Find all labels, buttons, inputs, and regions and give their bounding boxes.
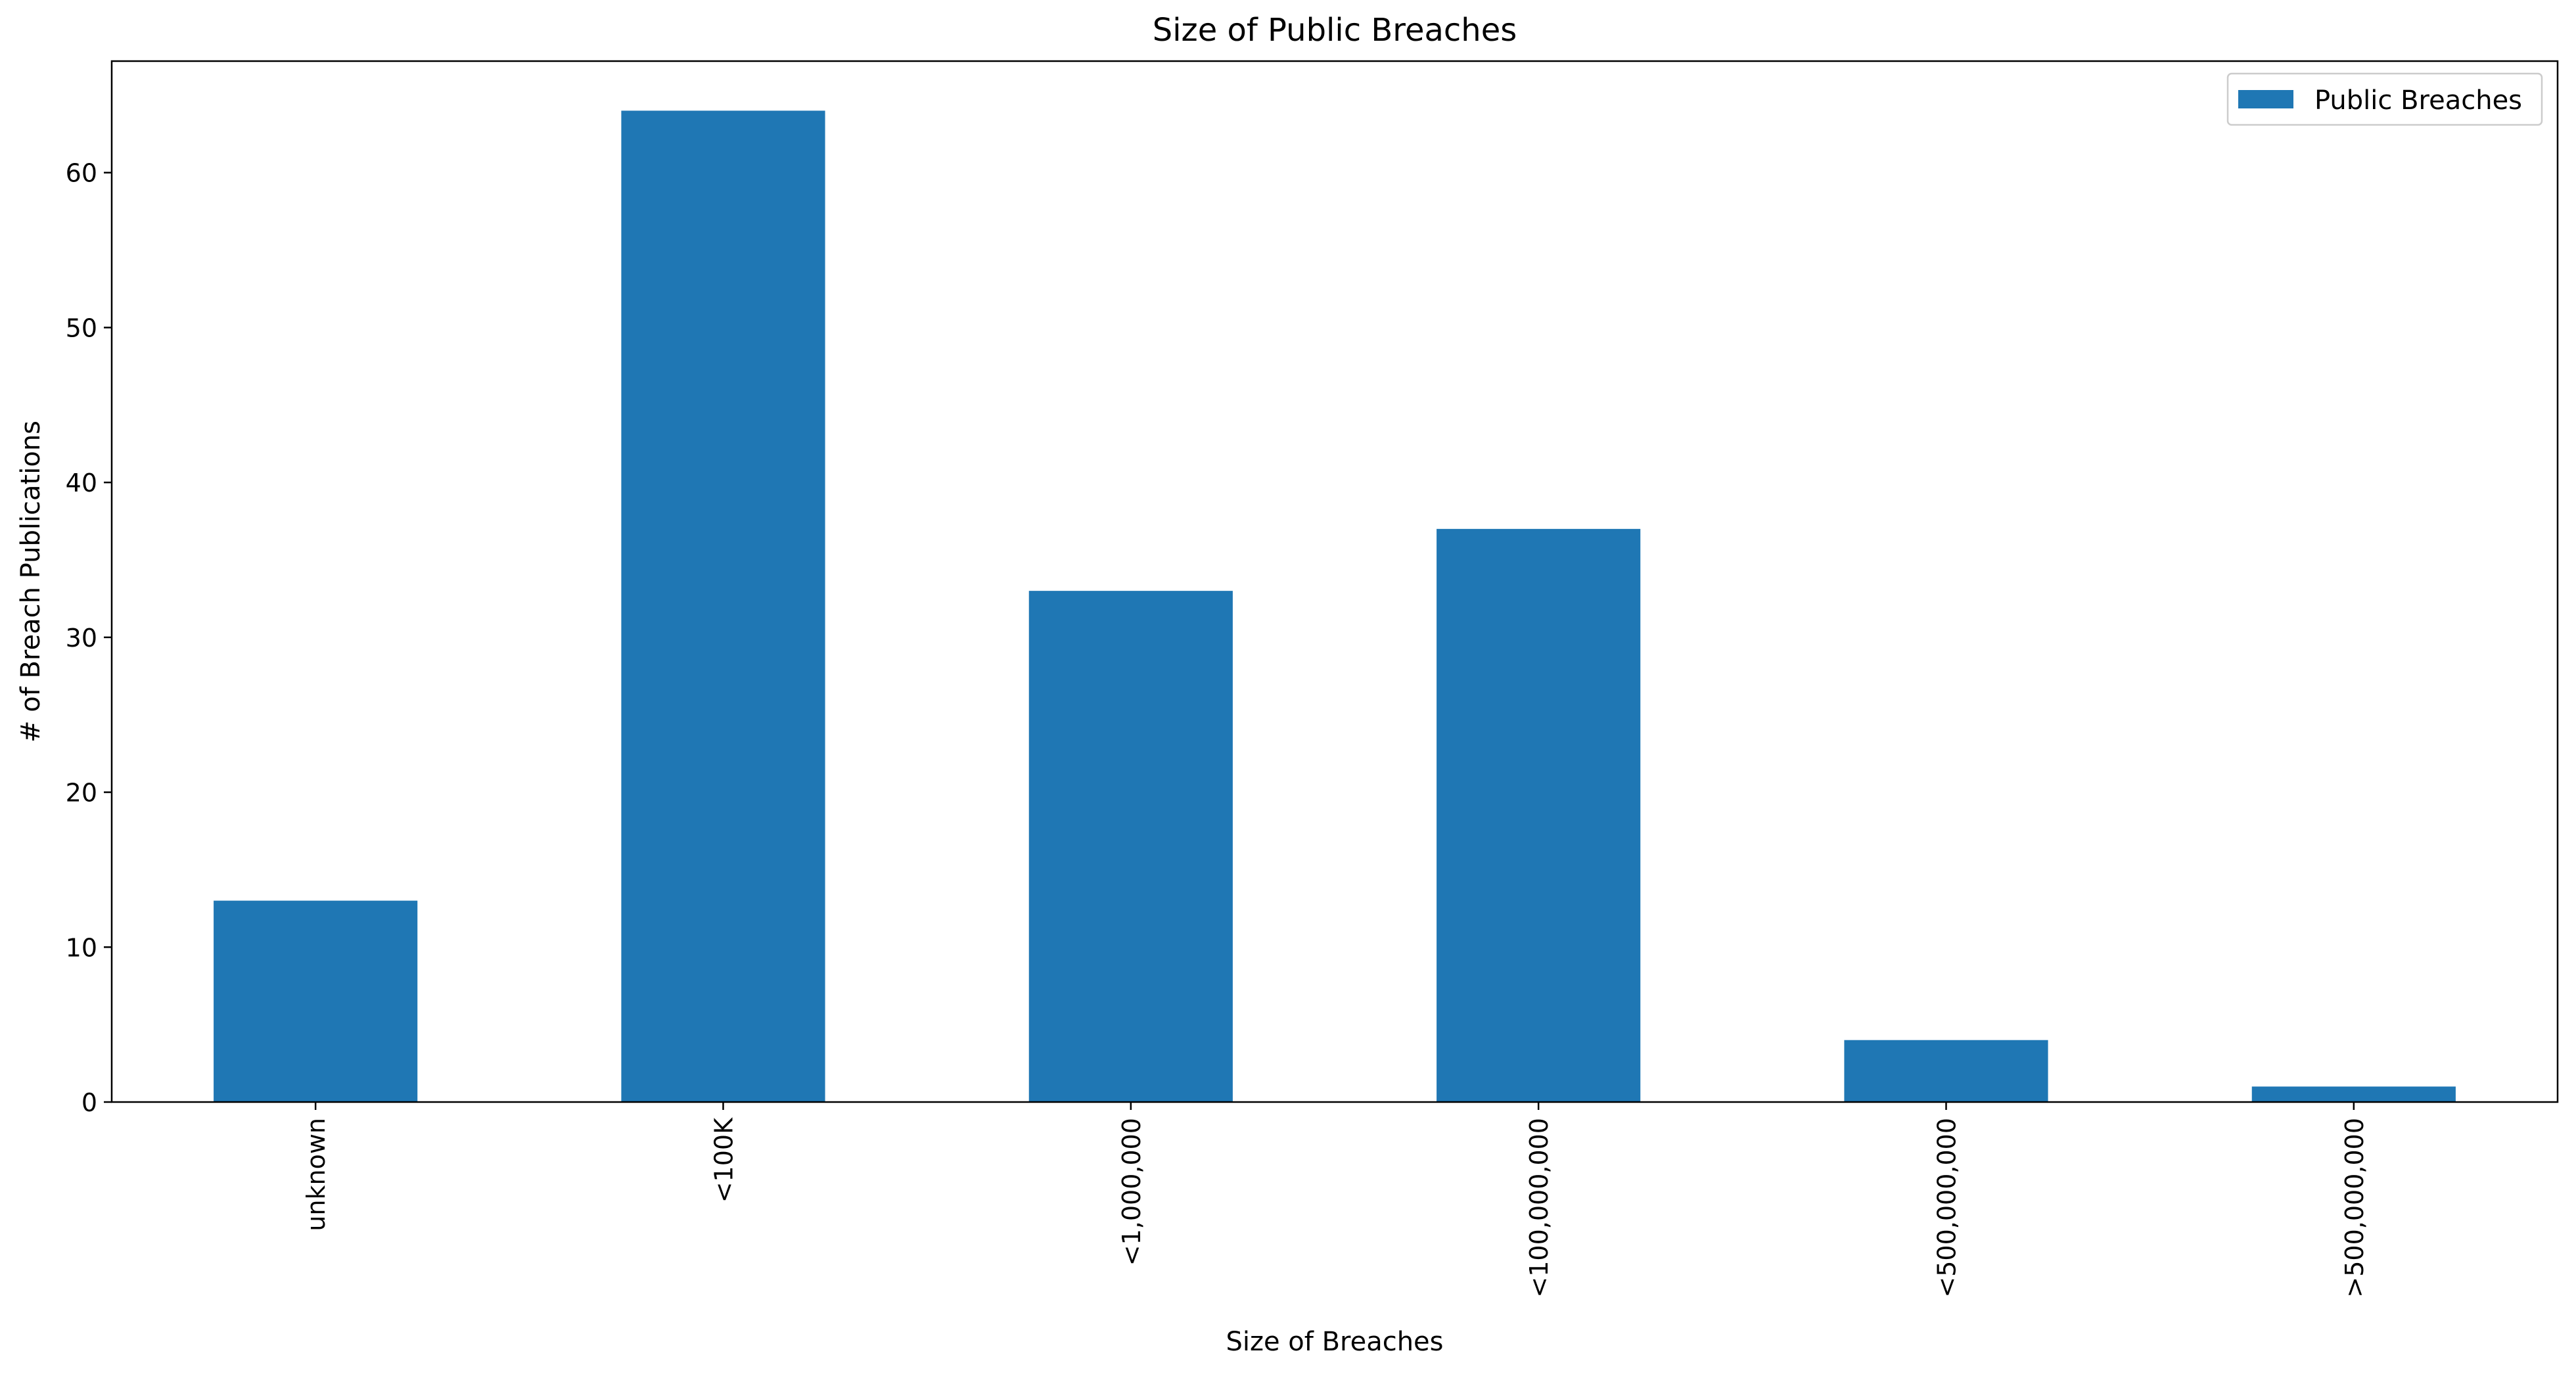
x-axis-label: Size of Breaches [1226,1327,1443,1357]
x-tick-label: unknown [302,1118,331,1231]
bar [1437,528,1641,1102]
y-tick-label: 0 [81,1088,97,1117]
y-axis: 0 10 20 30 40 50 60 [66,159,112,1117]
x-axis: unknown <100K <1,000,000 <100,000,000 <500,0… [302,1102,2369,1298]
bar [1028,591,1233,1102]
legend: Public Breaches [2226,72,2543,126]
y-tick-label: 50 [66,313,97,342]
x-tick-label: >500,000,000 [2340,1118,2369,1298]
bar [1844,1040,2048,1102]
x-tick-label: <100,000,000 [1525,1118,1553,1298]
bar [214,900,418,1102]
legend-swatch [2238,90,2293,108]
y-tick-label: 10 [66,933,97,962]
x-tick-label: <100K [710,1117,739,1203]
y-tick-label: 60 [66,159,97,188]
y-tick-label: 30 [66,624,97,653]
y-tick-label: 40 [66,469,97,497]
plot-frame [110,60,2559,1103]
y-tick-label: 20 [66,779,97,808]
bars-layer [214,110,2456,1102]
bar [2251,1086,2456,1102]
y-axis-label: # of Breach Publications [16,421,46,743]
legend-label: Public Breaches [2314,85,2522,116]
x-tick-label: <1,000,000 [1117,1118,1146,1266]
legend-frame [2226,72,2543,126]
chart-title: Size of Public Breaches [1153,12,1517,49]
x-tick-label: <500,000,000 [1933,1118,1962,1298]
bar [621,110,825,1102]
